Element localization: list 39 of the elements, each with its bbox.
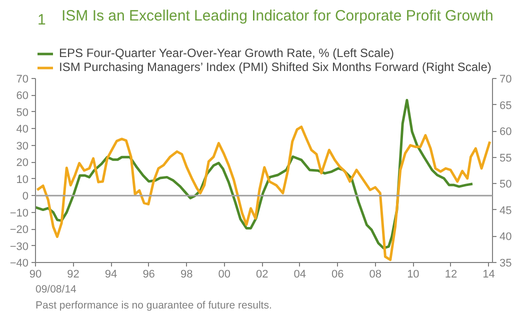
y-tick-label: 0 xyxy=(22,190,29,203)
y2-tick-label: 35 xyxy=(500,258,512,270)
legend-label: ISM Purchasing Managers’ Index (PMI) Shifted Six Months Forward (Right Scale) xyxy=(59,60,492,74)
y-tick-label: 30 xyxy=(16,140,29,152)
y-tick-label: −30 xyxy=(10,240,29,253)
y-tick-label: 50 xyxy=(16,106,29,119)
x-tick-label: 08 xyxy=(369,268,382,280)
y-tick-label: 60 xyxy=(16,90,29,102)
y2-tick-label: 40 xyxy=(500,231,512,244)
y-tick-label: 20 xyxy=(16,157,29,170)
y2-tick-label: 45 xyxy=(500,204,512,217)
x-tick-label: 00 xyxy=(218,268,230,280)
y2-tick-label: 70 xyxy=(500,74,512,86)
x-tick-label: 94 xyxy=(104,268,118,280)
text: Past performance is no guarantee of future results. xyxy=(36,300,272,312)
y-tick-label: 70 xyxy=(16,74,29,86)
text: 1 xyxy=(38,12,46,28)
y-tick-label: 40 xyxy=(16,124,29,136)
legend-label: EPS Four-Quarter Year-Over-Year Growth Rate, % (Left Scale) xyxy=(59,46,394,60)
x-tick-label: 04 xyxy=(294,268,306,280)
text: 09/08/14 xyxy=(36,284,77,296)
y-tick-label: −20 xyxy=(10,224,29,236)
x-tick-label: 92 xyxy=(67,268,80,280)
chart-title: ISM Is an Excellent Leading Indicator for Corporate Profit Growth xyxy=(62,8,494,24)
y2-tick-label: 50 xyxy=(500,178,512,191)
y2-tick-label: 60 xyxy=(500,126,512,138)
y-tick-label: −10 xyxy=(10,207,29,220)
x-tick-label: 14 xyxy=(482,268,495,280)
y-tick-label: −40 xyxy=(10,258,29,270)
x-tick-label: 96 xyxy=(142,268,155,280)
x-tick-label: 12 xyxy=(444,268,458,280)
x-tick-label: 98 xyxy=(180,268,193,280)
y2-tick-label: 55 xyxy=(500,152,512,164)
x-tick-label: 02 xyxy=(256,268,268,280)
x-tick-label: 10 xyxy=(407,268,420,280)
y2-tick-label: 65 xyxy=(500,100,512,112)
x-tick-label: 90 xyxy=(29,268,42,280)
y-tick-label: 10 xyxy=(16,174,29,186)
x-tick-label: 06 xyxy=(332,268,344,280)
